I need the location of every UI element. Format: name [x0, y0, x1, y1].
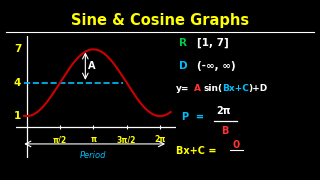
Text: R: R: [179, 38, 187, 48]
Text: B: B: [221, 126, 228, 136]
Text: D: D: [179, 61, 188, 71]
Text: 2π: 2π: [216, 106, 230, 116]
Text: y=: y=: [176, 84, 189, 93]
Text: 4: 4: [14, 78, 21, 88]
Text: 7: 7: [14, 44, 21, 54]
Text: sin(: sin(: [203, 84, 222, 93]
Text: 1: 1: [14, 111, 21, 121]
Text: 0: 0: [232, 140, 239, 150]
Text: A: A: [194, 84, 201, 93]
Text: Period: Period: [80, 151, 107, 160]
Text: π/2: π/2: [53, 135, 67, 144]
Text: 3π/2: 3π/2: [117, 135, 136, 144]
Text: π: π: [90, 135, 96, 144]
Text: Sine & Cosine Graphs: Sine & Cosine Graphs: [71, 13, 249, 28]
Text: Bx+C: Bx+C: [222, 84, 249, 93]
Text: P  =: P =: [182, 112, 204, 122]
Text: [1, 7]: [1, 7]: [197, 38, 228, 48]
Text: Bx+C =: Bx+C =: [176, 146, 217, 156]
Text: A: A: [88, 61, 95, 71]
Text: (-∞, ∞): (-∞, ∞): [197, 61, 236, 71]
Text: )+D: )+D: [248, 84, 267, 93]
Text: 2π: 2π: [154, 135, 166, 144]
